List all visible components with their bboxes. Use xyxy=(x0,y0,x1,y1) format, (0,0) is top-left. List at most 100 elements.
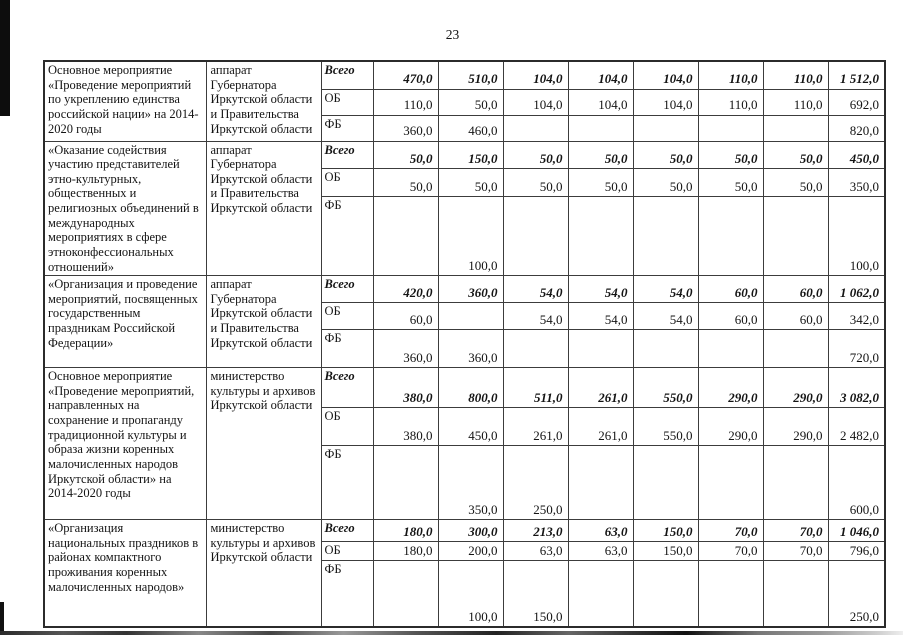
budget-type-label: ОБ xyxy=(320,407,374,447)
value-cell: 150,0 xyxy=(437,140,504,170)
value-cell: 104,0 xyxy=(632,60,699,90)
value-cell: 63,0 xyxy=(502,541,569,562)
value-cell xyxy=(567,195,634,277)
value-cell: 360,0 xyxy=(372,114,439,142)
value-cell: 54,0 xyxy=(502,275,569,304)
value-cell: 350,0 xyxy=(437,445,504,521)
value-cell: 261,0 xyxy=(502,407,569,447)
value-cell: 261,0 xyxy=(567,407,634,447)
value-cell: 60,0 xyxy=(372,302,439,331)
value-cell: 511,0 xyxy=(502,367,569,409)
budget-type-label: Всего xyxy=(320,60,374,90)
program-name-cell: «Организация национальных праздников в р… xyxy=(43,519,207,628)
value-cell xyxy=(762,560,829,628)
value-cell: 50,0 xyxy=(632,140,699,170)
value-cell: 510,0 xyxy=(437,60,504,90)
value-cell: 100,0 xyxy=(437,195,504,277)
value-cell xyxy=(567,560,634,628)
value-cell: 50,0 xyxy=(437,88,504,116)
value-cell xyxy=(697,445,764,521)
budget-type-label: ОБ xyxy=(320,302,374,331)
value-cell: 360,0 xyxy=(437,275,504,304)
value-cell: 104,0 xyxy=(502,88,569,116)
value-cell: 460,0 xyxy=(437,114,504,142)
value-cell: 50,0 xyxy=(567,168,634,197)
value-cell xyxy=(502,329,569,369)
value-cell: 150,0 xyxy=(632,519,699,543)
budget-type-label: Всего xyxy=(320,275,374,304)
value-cell: 50,0 xyxy=(632,168,699,197)
value-cell: 200,0 xyxy=(437,541,504,562)
program-name-cell: Основное мероприятие «Проведение меропри… xyxy=(43,367,207,521)
value-cell xyxy=(372,445,439,521)
page-number: 23 xyxy=(445,27,460,42)
value-cell: 104,0 xyxy=(632,88,699,116)
total-value-cell: 350,0 xyxy=(827,168,886,197)
value-cell: 290,0 xyxy=(762,407,829,447)
budget-type-label: ОБ xyxy=(320,168,374,197)
value-cell: 150,0 xyxy=(502,560,569,628)
table-row: ФБ 350,0 250,0 600,0 xyxy=(44,445,886,521)
total-value-cell: 720,0 xyxy=(827,329,886,369)
table-row: ОБ 180,0 200,0 63,0 63,0 150,0 70,0 70,0 796,0 xyxy=(44,541,886,562)
value-cell xyxy=(372,195,439,277)
value-cell: 50,0 xyxy=(437,168,504,197)
value-cell: 70,0 xyxy=(697,541,764,562)
value-cell: 50,0 xyxy=(762,140,829,170)
value-cell: 60,0 xyxy=(762,275,829,304)
value-cell: 54,0 xyxy=(567,275,634,304)
table-row: Основное мероприятие «Проведение меропри… xyxy=(43,367,886,521)
value-cell: 450,0 xyxy=(437,407,504,447)
value-cell: 380,0 xyxy=(372,367,439,409)
value-cell: 104,0 xyxy=(502,60,569,90)
budget-type-label: ОБ xyxy=(320,541,374,562)
value-cell xyxy=(697,195,764,277)
value-cell: 50,0 xyxy=(502,168,569,197)
value-cell: 54,0 xyxy=(567,302,634,331)
value-cell: 70,0 xyxy=(762,541,829,562)
value-cell xyxy=(762,195,829,277)
budget-type-label: ФБ xyxy=(320,114,374,142)
budget-table: Основное мероприятие «Проведение меропри… xyxy=(43,60,886,628)
total-value-cell: 600,0 xyxy=(827,445,886,521)
program-name-cell: «Оказание содействия участию представите… xyxy=(43,140,207,277)
value-cell: 60,0 xyxy=(762,302,829,331)
value-cell xyxy=(697,114,764,142)
budget-type-label: ОБ xyxy=(320,88,374,116)
table-row: Основное мероприятие «Проведение меропри… xyxy=(43,60,886,142)
value-cell: 110,0 xyxy=(762,60,829,90)
value-cell: 60,0 xyxy=(697,275,764,304)
table-row: ОБ 110,0 50,0 104,0 104,0 104,0 110,0 110,0 692,… xyxy=(44,88,886,116)
value-cell: 70,0 xyxy=(697,519,764,543)
total-value-cell: 342,0 xyxy=(827,302,886,331)
value-cell xyxy=(502,114,569,142)
value-cell: 50,0 xyxy=(372,168,439,197)
total-value-cell: 820,0 xyxy=(827,114,886,142)
value-cell: 180,0 xyxy=(372,519,439,543)
total-value-cell: 692,0 xyxy=(827,88,886,116)
value-cell xyxy=(567,445,634,521)
value-cell xyxy=(632,114,699,142)
value-cell xyxy=(632,560,699,628)
value-cell: 360,0 xyxy=(437,329,504,369)
table-row: «Организация национальных праздников в р… xyxy=(43,519,886,628)
budget-type-label: Всего xyxy=(320,140,374,170)
value-cell: 50,0 xyxy=(697,140,764,170)
value-cell: 360,0 xyxy=(372,329,439,369)
table-row: ФБ 360,0 460,0 820,0 xyxy=(44,114,886,142)
value-cell: 100,0 xyxy=(437,560,504,628)
value-cell: 470,0 xyxy=(372,60,439,90)
value-cell: 50,0 xyxy=(697,168,764,197)
budget-table-body: Основное мероприятие «Проведение меропри… xyxy=(43,60,886,628)
value-cell: 70,0 xyxy=(762,519,829,543)
value-cell xyxy=(632,195,699,277)
total-value-cell: 450,0 xyxy=(827,140,886,170)
table-row: ФБ 100,0 150,0 250,0 xyxy=(44,560,886,628)
total-value-cell: 3 082,0 xyxy=(827,367,886,409)
value-cell xyxy=(567,114,634,142)
table-row: «Оказание содействия участию представите… xyxy=(43,140,886,277)
value-cell: 104,0 xyxy=(567,88,634,116)
agency-cell: аппарат Губернатора Иркутской области и … xyxy=(205,60,322,142)
value-cell: 104,0 xyxy=(567,60,634,90)
value-cell: 300,0 xyxy=(437,519,504,543)
